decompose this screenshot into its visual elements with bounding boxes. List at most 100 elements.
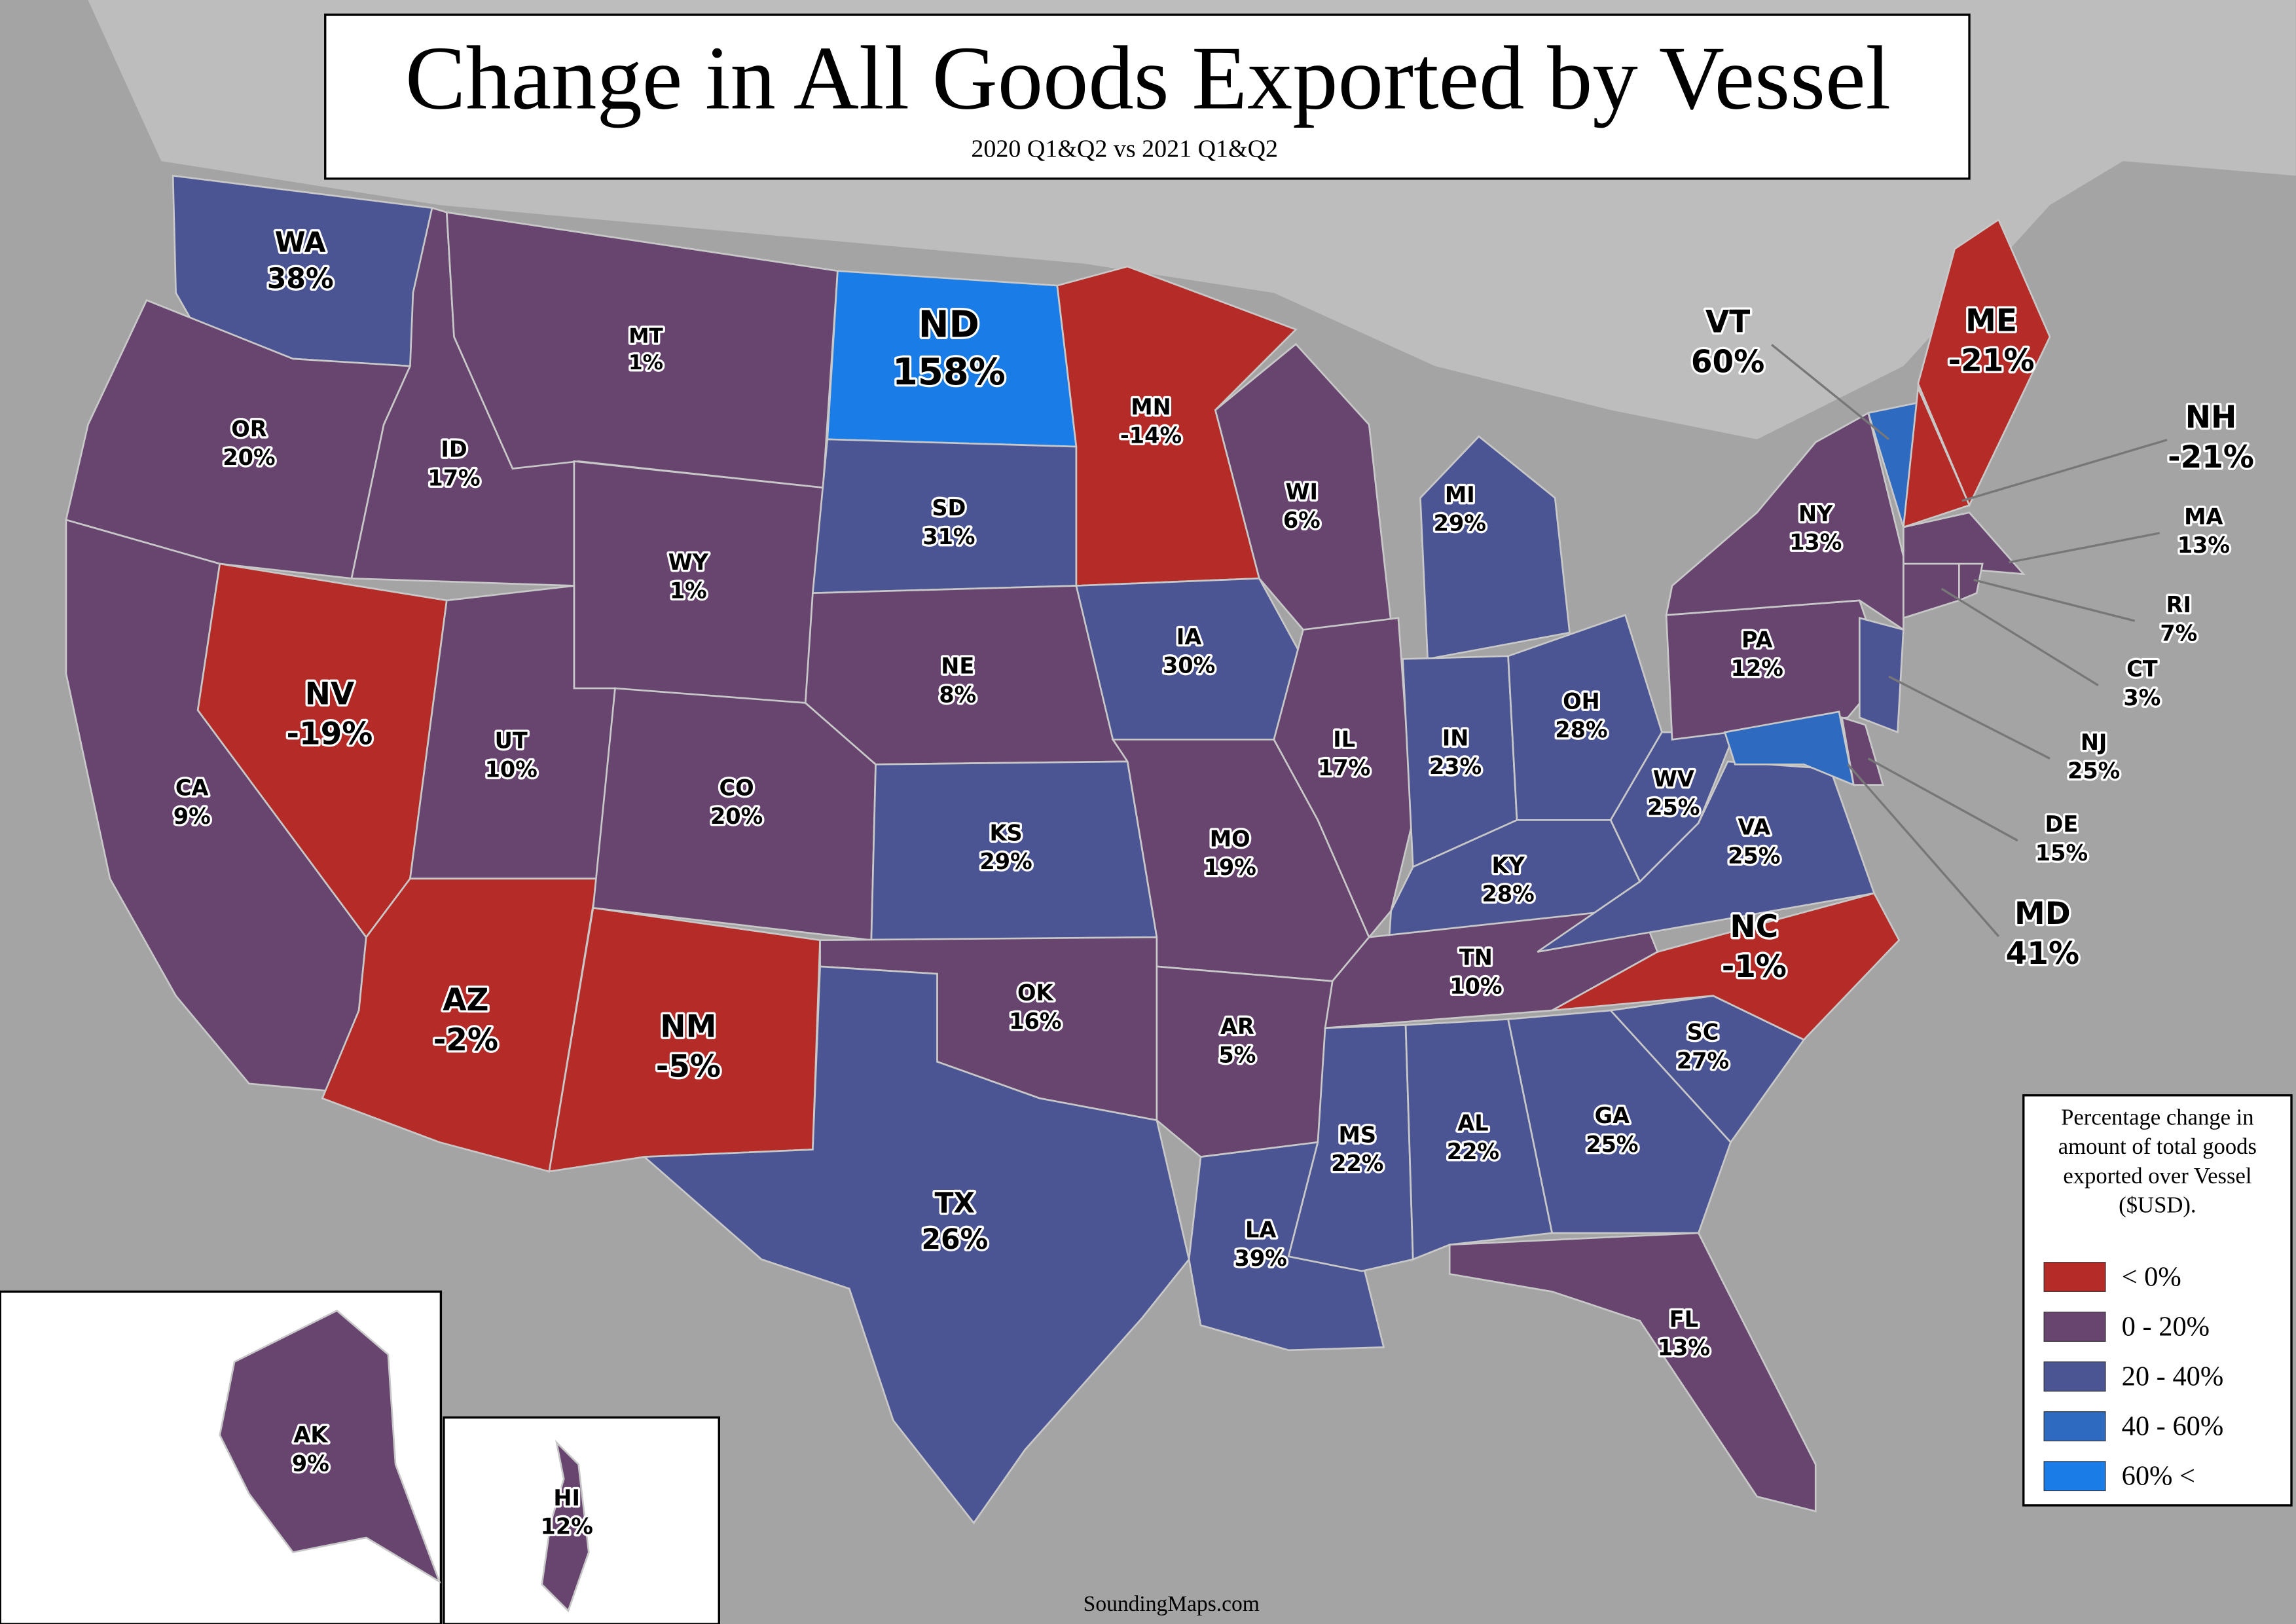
state-change: 23% [1429, 754, 1482, 779]
state-abbr: MD [2014, 896, 2071, 932]
state-change: 38% [267, 263, 334, 295]
state-change: -14% [1120, 422, 1182, 448]
state-abbr: NM [660, 1008, 716, 1044]
state-change: 29% [979, 849, 1032, 874]
state-abbr: IA [1176, 624, 1201, 650]
state-change: 25% [1586, 1132, 1638, 1157]
state-change: -2% [433, 1022, 498, 1058]
state-change: 31% [922, 524, 975, 549]
state [219, 1309, 441, 1584]
state-abbr: RI [2166, 592, 2191, 618]
state-abbr: WV [1653, 766, 1694, 792]
leader-lines [1771, 344, 2168, 937]
state-abbr: NH [2185, 399, 2237, 435]
state-change: 25% [1647, 794, 1700, 820]
state-abbr: TN [1459, 945, 1493, 970]
state-abbr: NV [305, 676, 355, 712]
legend-label: 40 - 60% [2122, 1411, 2224, 1442]
state-change: 13% [1789, 530, 1842, 555]
state-change: 39% [1235, 1246, 1287, 1271]
legend-label: 0 - 20% [2122, 1311, 2210, 1342]
state [1552, 892, 1901, 1041]
state-abbr: WA [275, 227, 326, 259]
legend-swatch [2043, 1461, 2106, 1492]
state-abbr: SC [1687, 1020, 1719, 1045]
state-abbr: KS [990, 821, 1023, 846]
subtitle: 2020 Q1&Q2 vs 2021 Q1&Q2 [971, 135, 1278, 162]
state-abbr: ID [441, 437, 467, 462]
state-change: 29% [1434, 511, 1486, 536]
state-change: 9% [173, 803, 211, 829]
state-abbr: AR [1220, 1014, 1254, 1039]
leader-line [1941, 587, 2099, 686]
state-change: 10% [1449, 973, 1502, 999]
state-change: 28% [1555, 717, 1607, 743]
state [1404, 1018, 1554, 1261]
inset-states [219, 1309, 590, 1613]
state-abbr: UT [495, 728, 528, 754]
state-change: 8% [939, 682, 976, 707]
state-change: 30% [1163, 653, 1215, 678]
state-change: -5% [656, 1048, 721, 1084]
state-change: 27% [1677, 1048, 1729, 1073]
state-change: 22% [1447, 1139, 1499, 1164]
legend-swatch [2043, 1361, 2106, 1392]
legend-description: Percentage change in amount of total goo… [2058, 1105, 2257, 1219]
state-abbr: FL [1669, 1306, 1698, 1332]
state [1273, 617, 1414, 939]
state-abbr: MI [1445, 482, 1475, 507]
state-change: 13% [1658, 1335, 1710, 1361]
state-abbr: SD [932, 495, 966, 521]
state-abbr: LA [1245, 1217, 1276, 1243]
state-abbr: TX [934, 1188, 975, 1220]
state [541, 1439, 590, 1613]
state-abbr: OH [1563, 688, 1600, 714]
state-abbr: OK [1017, 980, 1054, 1005]
state-abbr: DE [2045, 811, 2079, 837]
state-abbr: KY [1491, 853, 1525, 878]
state-change: 15% [2035, 840, 2088, 866]
state-change: 28% [1482, 881, 1534, 906]
state-abbr: NJ [2081, 729, 2107, 755]
state-change: 20% [223, 445, 275, 470]
state [1448, 1232, 1817, 1513]
state-abbr: MA [2184, 504, 2223, 530]
legend-swatch [2043, 1411, 2106, 1442]
state [1903, 511, 2026, 576]
state-change: 60% [1691, 344, 1764, 380]
state-change: 6% [1283, 507, 1321, 533]
state [1858, 616, 1904, 734]
state-change: 19% [1204, 855, 1256, 880]
state-change: 13% [2178, 532, 2230, 558]
state-abbr: CT [2126, 656, 2158, 682]
title: Change in All Goods Exported by Vessel [405, 27, 1891, 128]
state-change: 17% [1318, 755, 1370, 781]
state-change: 41% [2006, 936, 2079, 972]
state-change: 12% [541, 1513, 593, 1539]
state-change: -21% [1948, 342, 2035, 378]
leader-line [1867, 757, 2018, 842]
state-abbr: NE [941, 654, 974, 679]
legend-label: 60% < [2122, 1461, 2195, 1492]
state-change: 12% [1731, 655, 1783, 681]
legend-description-wrap: Percentage change in amount of total goo… [2058, 1105, 2257, 1219]
state-abbr: AK [293, 1422, 328, 1448]
legend-label: 20 - 40% [2122, 1361, 2224, 1392]
state-abbr: NY [1798, 501, 1833, 526]
state-abbr: WY [668, 549, 709, 575]
state [1917, 218, 2051, 507]
legend-swatch [2043, 1312, 2106, 1342]
state-change: 7% [2160, 620, 2197, 646]
state-change: 10% [485, 756, 538, 782]
state-abbr: IN [1442, 725, 1469, 750]
states [65, 174, 2051, 1524]
state [642, 965, 1190, 1524]
state-change: 26% [921, 1224, 988, 1256]
state-abbr: AZ [443, 982, 488, 1018]
credit: SoundingMaps.com [1084, 1592, 1260, 1616]
state-change: -21% [2168, 439, 2254, 475]
state-change: 25% [2068, 758, 2120, 784]
state-abbr: CO [720, 775, 754, 800]
state [1609, 731, 1737, 883]
state-change: 1% [670, 578, 707, 604]
